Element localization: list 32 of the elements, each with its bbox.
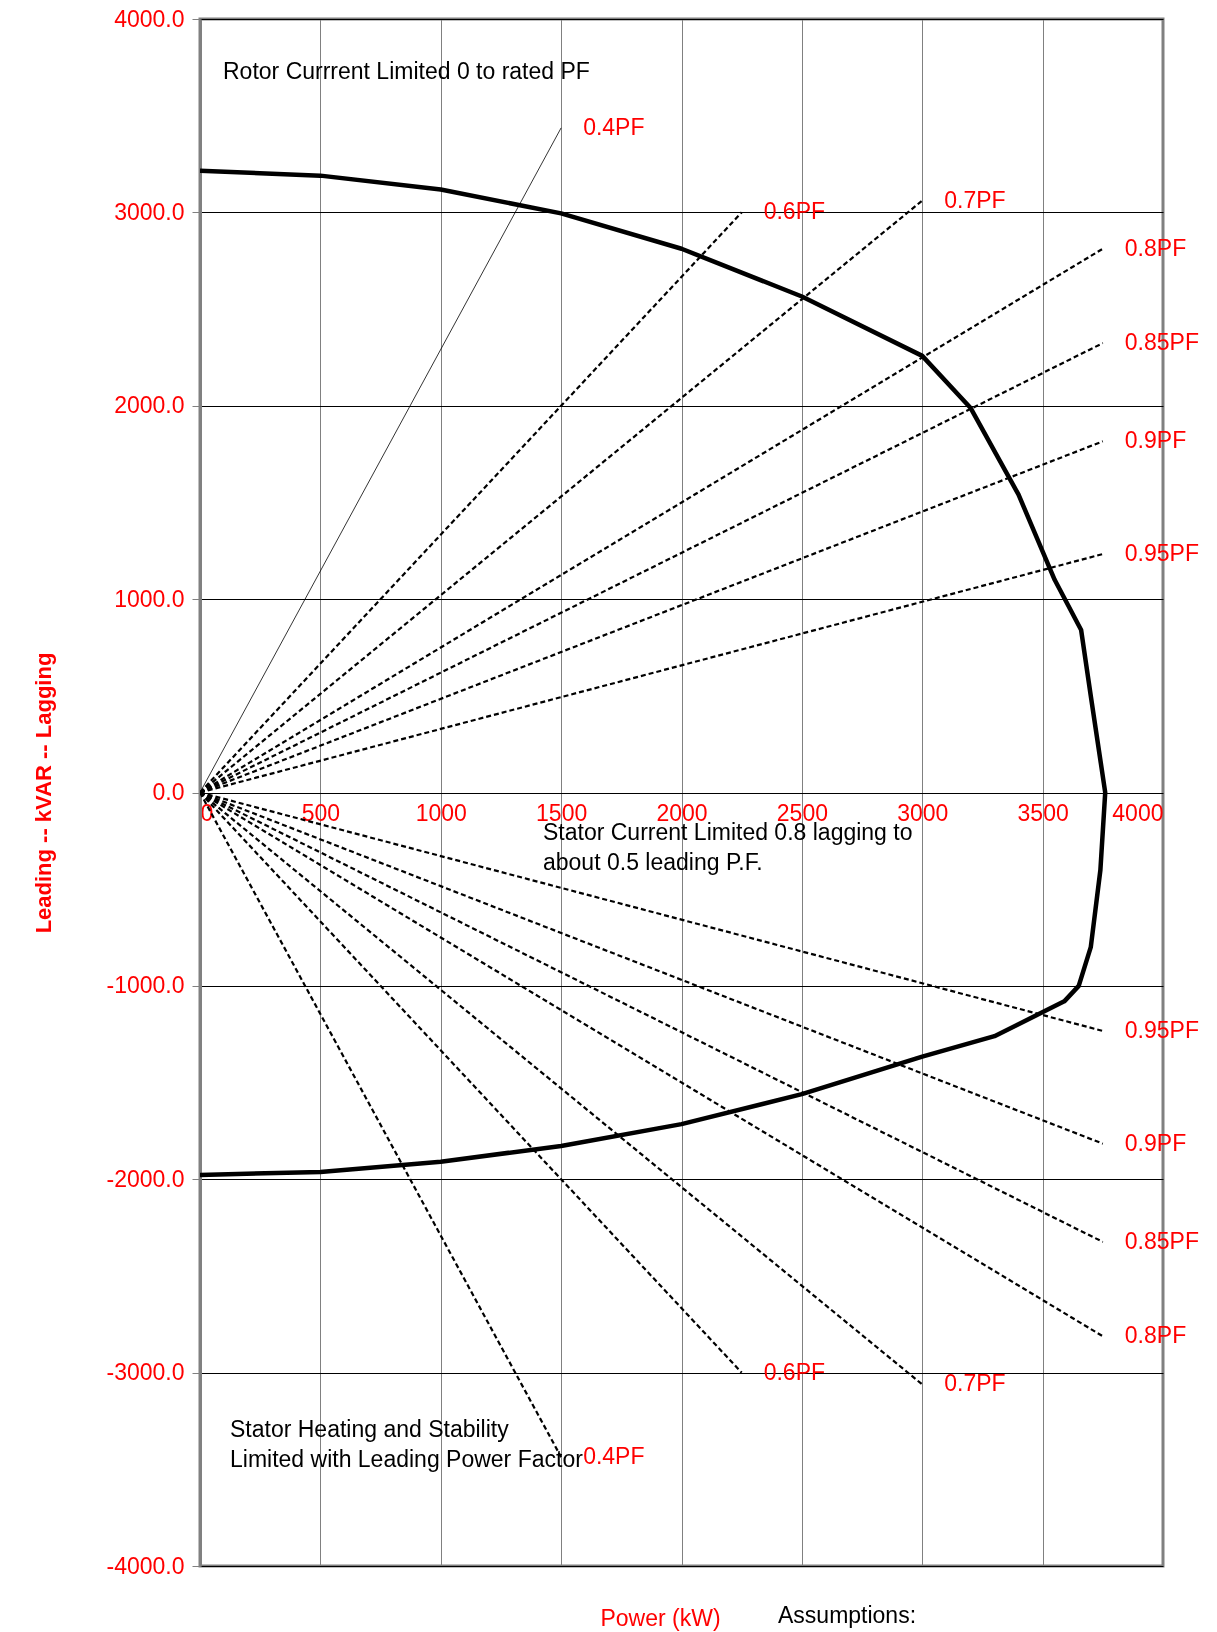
x-axis-title: Power (kW) [600,1604,721,1631]
x-tick-label: 500 [301,800,341,826]
series-label: 0.85PF [1124,1227,1199,1254]
y-tick-label: 0.0 [152,779,185,805]
y-tick-label: 1000.0 [114,585,185,612]
y-tick-label: 3000.0 [114,198,185,225]
annotation: Rotor Currrent Limited 0 to rated PF [223,58,590,84]
series-label: 0.4PF [583,1443,645,1470]
y-tick-label: 2000.0 [114,392,185,419]
annotation: Stator Heating and Stability Limited with Leading Power Factor [230,1416,584,1472]
series-label: 0.7PF [944,186,1006,213]
y-axis-title: Leading -- kVAR -- Lagging [31,652,57,934]
series-label: 0.9PF [1124,1129,1187,1156]
y-tick-label: -3000.0 [106,1359,185,1386]
x-tick-label: 4000 [1112,800,1164,826]
x-tick-label: 0 [200,800,214,826]
series-label: 0.4PF [583,113,645,140]
x-tick-label: 3000 [897,800,949,826]
y-tick-label: 4000.0 [114,5,185,32]
x-tick-label: 1000 [415,800,467,826]
y-tick-label: -2000.0 [106,1165,185,1192]
y-tick-label: -1000.0 [106,972,185,999]
series-label: 0.9PF [1124,427,1187,454]
series-label: 0.7PF [944,1370,1006,1397]
text: Assumptions: [778,1602,917,1628]
series-label: 0.95PF [1124,1016,1199,1043]
series-label: 0.85PF [1124,329,1199,356]
y-tick-label: -4000.0 [106,1552,185,1579]
series-label: 0.8PF [1124,234,1187,261]
series-label: 0.8PF [1124,1322,1187,1349]
series-label: 0.95PF [1124,540,1199,567]
x-tick-label: 3500 [1017,800,1069,826]
